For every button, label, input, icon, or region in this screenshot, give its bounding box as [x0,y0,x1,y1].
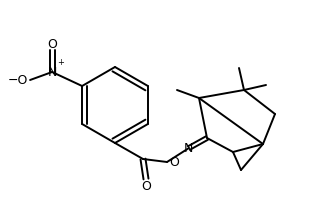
Text: +: + [57,58,64,67]
Text: O: O [47,38,57,50]
Text: −O: −O [8,75,28,87]
Text: N: N [47,66,57,80]
Text: O: O [141,180,151,193]
Text: O: O [169,157,179,169]
Text: N: N [183,142,193,156]
